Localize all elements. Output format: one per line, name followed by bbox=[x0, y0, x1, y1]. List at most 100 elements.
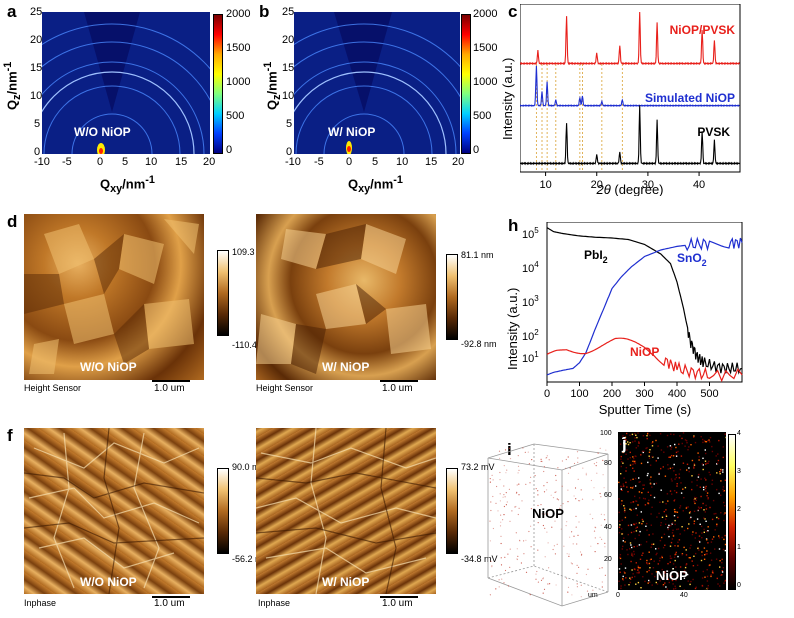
tof-2d-dot bbox=[632, 478, 634, 480]
tof-3d-dot bbox=[517, 555, 519, 557]
tof-3d-dot bbox=[600, 513, 602, 515]
tof-2d-dot bbox=[660, 524, 662, 526]
tof-2d-dot bbox=[639, 558, 642, 560]
tof-2d-dot bbox=[662, 501, 664, 503]
tof-2d-dot bbox=[634, 568, 636, 571]
tof-2d-dot bbox=[637, 569, 639, 571]
tof-2d-dot bbox=[688, 467, 690, 469]
tof-2d-dot bbox=[632, 501, 635, 503]
tof-2d-dot bbox=[723, 513, 725, 515]
tof-2d-dot bbox=[674, 519, 676, 522]
tof-2d-dot bbox=[720, 574, 722, 576]
tof-2d-dot bbox=[686, 573, 689, 576]
tof-2d-dot bbox=[706, 569, 708, 571]
tof-2d-dot bbox=[705, 508, 708, 510]
tof-2d-map: NiOP j 100 80 60 40 20 um 0 40 4 3 2 1 0 bbox=[588, 430, 741, 599]
tof-2d-dot bbox=[659, 557, 661, 559]
tof-3d-dot bbox=[542, 577, 544, 579]
tof-2d-dot bbox=[693, 498, 695, 501]
tof-2d-dot bbox=[699, 486, 701, 488]
tof-2d-dot bbox=[641, 554, 643, 556]
tof-2d-dot bbox=[620, 503, 623, 505]
tof-3d-dot bbox=[492, 495, 494, 498]
tof-2d-dot bbox=[649, 559, 651, 561]
tof-2d-dot bbox=[719, 585, 721, 587]
tof-3d-dot bbox=[581, 498, 584, 500]
tof-3d-dot bbox=[545, 457, 547, 459]
tof-3d-dot bbox=[580, 596, 582, 598]
tof-3d-dot bbox=[556, 498, 558, 500]
tof-2d-dot bbox=[639, 481, 641, 483]
tof-2d-dot bbox=[641, 523, 643, 525]
tof-3d-dot bbox=[531, 459, 533, 461]
xrd-x-axis-unit: (degree) bbox=[611, 182, 664, 196]
tof-3d-dot bbox=[546, 481, 548, 484]
tof-3d-dot bbox=[566, 521, 568, 523]
tof-2d-dot bbox=[719, 560, 721, 562]
tof-2d-dot bbox=[620, 585, 622, 587]
tof-2d-dot bbox=[641, 518, 644, 521]
cbar-a-2000: 2000 bbox=[226, 8, 251, 20]
tof-2d-dot bbox=[721, 570, 723, 572]
tof-2d-dot bbox=[620, 473, 622, 475]
cbar-a-1500: 1500 bbox=[226, 42, 251, 54]
tof-2d-dot bbox=[724, 580, 726, 582]
tof-2d-dot bbox=[666, 588, 668, 590]
tof-3d-dot bbox=[561, 460, 563, 462]
tof-3d-dot bbox=[547, 542, 549, 544]
tof-3d-dot bbox=[590, 545, 592, 547]
tof-2d-dot bbox=[644, 580, 646, 583]
tof-2d-dot bbox=[704, 576, 706, 578]
sims-ytick-1e5: 105 bbox=[522, 226, 539, 241]
tof-2d-dot bbox=[680, 482, 682, 484]
tof-2d-dot bbox=[720, 512, 722, 514]
tof-2d-dot bbox=[710, 574, 712, 576]
tof-2d-dot bbox=[707, 440, 709, 442]
tof-2d-dot bbox=[652, 567, 655, 569]
tof-2d-dot bbox=[703, 528, 705, 531]
tof-3d-dot bbox=[528, 530, 530, 533]
tof-3d-dot bbox=[509, 458, 512, 460]
tof-2d-dot bbox=[719, 471, 721, 473]
tof-2d-dot bbox=[633, 531, 635, 533]
tof-2d-dot bbox=[704, 511, 706, 513]
cbar-max-g: 73.2 mV bbox=[461, 462, 495, 472]
tof-2d-dot bbox=[674, 443, 676, 446]
tof-2d-dot bbox=[693, 500, 695, 503]
tof-3d-dot bbox=[530, 546, 532, 548]
tof-2d-dot bbox=[622, 545, 624, 548]
tof-2d-dot bbox=[637, 445, 639, 447]
tof-3d-dot bbox=[576, 572, 578, 574]
tof-2d-dot bbox=[666, 493, 669, 495]
tof-2d-dot bbox=[619, 556, 621, 558]
tof-2d-dot bbox=[706, 575, 709, 578]
tof-3d-dot bbox=[593, 487, 595, 489]
tof-2d-dot bbox=[650, 546, 652, 548]
tof-2d-dot bbox=[659, 539, 662, 542]
tof-3d-dot bbox=[515, 492, 518, 494]
tof-2d-dot bbox=[623, 507, 626, 509]
tof-2d-dot bbox=[708, 439, 710, 441]
tof-2d-dot bbox=[707, 542, 709, 544]
tof-2d-dot bbox=[722, 456, 724, 459]
tof-2d-dot bbox=[653, 483, 655, 485]
tof-2d-dot bbox=[701, 537, 703, 539]
tof-2d-dot bbox=[722, 490, 725, 492]
xtick-b-10: 10 bbox=[396, 156, 409, 168]
tof-2d-dot bbox=[716, 488, 718, 491]
tof-2d-dot bbox=[627, 553, 629, 556]
tof-2d-dot bbox=[687, 580, 689, 582]
tof-2d-dot bbox=[634, 437, 636, 439]
tof-2d-dot bbox=[706, 530, 708, 533]
map-ytick-60: 60 bbox=[604, 492, 612, 499]
tof-2d-dot bbox=[676, 485, 678, 487]
tof-2d-dot bbox=[704, 449, 706, 451]
tof-3d-dot bbox=[500, 557, 502, 559]
scalebar-label-e: 1.0 um bbox=[382, 383, 413, 394]
tof-2d-dot bbox=[620, 587, 622, 590]
tof-3d-dot bbox=[503, 514, 505, 516]
tof-3d-dot bbox=[568, 553, 570, 555]
tof-3d-dot bbox=[509, 566, 511, 568]
tof-2d-dot bbox=[707, 530, 709, 532]
tof-2d-dot bbox=[670, 446, 673, 448]
